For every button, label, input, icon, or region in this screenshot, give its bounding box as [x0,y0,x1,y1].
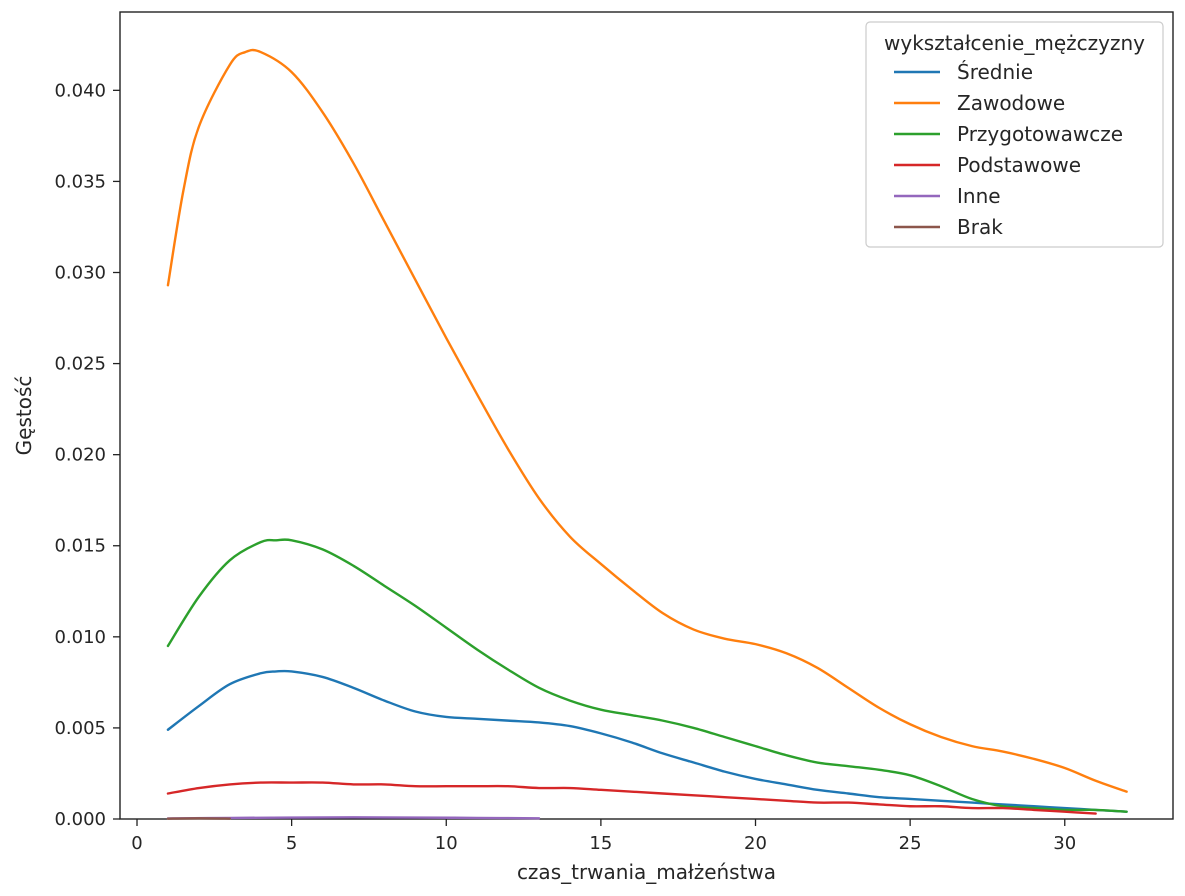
x-tick-label: 25 [899,833,922,854]
legend-items: Średnie Zawodowe Przygotowawcze Podstawowe I… [894,60,1123,239]
series-line-4 [166,781,1097,815]
legend-title: wykształcenie_mężczyzny [884,31,1145,55]
plot-frame [119,11,1174,820]
y-tick-label: 0.025 [54,354,106,375]
x-tick-label: 30 [1053,833,1076,854]
y-axis-label: Gęstość [12,376,36,456]
y-tick-label: 0.030 [54,262,106,283]
legend-label: Podstawowe [957,153,1081,177]
y-tick-label: 0.015 [54,536,106,557]
x-tick-label: 10 [435,833,458,854]
y-tick-label: 0.005 [54,718,106,739]
y-tick-label: 0.040 [54,80,106,101]
legend-label: Zawodowe [957,91,1065,115]
legend-label: Przygotowawcze [957,122,1123,146]
x-tick-label: 5 [286,833,297,854]
x-tick-label: 20 [744,833,767,854]
y-tick-label: 0.035 [54,171,106,192]
y-tick-label: 0.000 [54,809,106,830]
x-tick-label: 15 [589,833,612,854]
plot-area [119,11,1174,820]
series-line-3 [166,538,1128,813]
legend: wykształcenie_mężczyzny Średnie Zawodowe P… [865,21,1164,248]
x-axis-label: czas_trwania_małżeństwa [517,860,776,884]
y-axis-ticks: 0.000 0.005 0.010 0.015 0.020 0.025 0.030 0.035… [54,80,120,830]
legend-label: Inne [957,184,1001,208]
y-tick-label: 0.020 [54,445,106,466]
x-tick-label: 0 [131,833,142,854]
legend-label: Brak [957,215,1003,239]
y-tick-label: 0.010 [54,627,106,648]
series-layer [166,48,1128,820]
series-line-2 [166,48,1128,793]
legend-box [865,21,1164,248]
x-axis-ticks: 0 5 10 15 20 25 30 [131,819,1076,854]
series-line-1 [166,669,1128,813]
legend-label: Średnie [957,60,1033,84]
